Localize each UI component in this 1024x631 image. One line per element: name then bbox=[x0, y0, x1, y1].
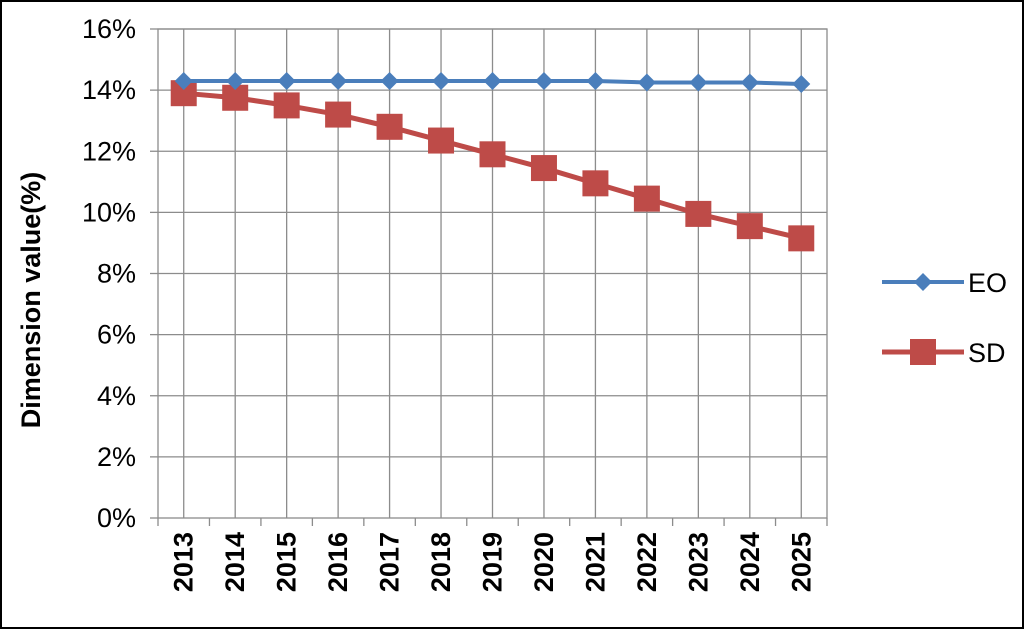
data-point-sd bbox=[788, 225, 815, 252]
data-point-eo bbox=[586, 71, 605, 90]
y-tick-label: 2% bbox=[97, 442, 136, 472]
x-tick-label: 2025 bbox=[786, 532, 816, 592]
y-axis-label: Dimension value(%) bbox=[16, 172, 46, 429]
data-point-eo bbox=[432, 71, 451, 90]
y-tick-label: 4% bbox=[97, 381, 136, 411]
y-tick-labels: 0% 2% 4% 6% 8% 10% 12% 14% 16% bbox=[82, 14, 136, 533]
y-tick-label: 14% bbox=[82, 75, 136, 105]
x-tick-label: 2023 bbox=[683, 532, 713, 592]
x-tick-label: 2021 bbox=[580, 532, 610, 592]
y-tick-label: 8% bbox=[97, 259, 136, 289]
x-tick-labels: 2013 2014 2015 2016 2017 2018 2019 2020 2021 2022… bbox=[169, 532, 817, 592]
x-tick-label: 2013 bbox=[169, 532, 199, 592]
series-eo bbox=[174, 71, 811, 94]
data-point-eo bbox=[534, 71, 553, 90]
x-tick-label: 2016 bbox=[323, 532, 353, 592]
legend: EO SD bbox=[882, 268, 1007, 368]
y-tick-label: 12% bbox=[82, 136, 136, 166]
data-point-sd bbox=[376, 113, 403, 140]
x-tick-label: 2017 bbox=[375, 532, 405, 592]
axes bbox=[150, 28, 828, 526]
x-tick-label: 2018 bbox=[426, 532, 456, 592]
legend-entry-eo: EO bbox=[882, 268, 1007, 298]
data-point-sd bbox=[530, 155, 557, 182]
data-point-eo bbox=[329, 71, 348, 90]
data-point-sd bbox=[582, 170, 609, 197]
data-point-eo bbox=[637, 73, 656, 92]
data-point-eo bbox=[792, 75, 811, 94]
legend-label: EO bbox=[968, 268, 1007, 298]
data-point-sd bbox=[633, 185, 660, 212]
data-point-eo bbox=[380, 71, 399, 90]
data-point-sd bbox=[325, 101, 352, 128]
series bbox=[170, 71, 815, 252]
x-tick-label: 2022 bbox=[632, 532, 662, 592]
data-point-sd bbox=[736, 213, 763, 240]
data-point-eo bbox=[226, 71, 245, 90]
x-tick-label: 2015 bbox=[272, 532, 302, 592]
legend-label: SD bbox=[968, 338, 1006, 368]
data-point-eo bbox=[174, 71, 193, 90]
x-tick-label: 2024 bbox=[735, 532, 765, 592]
y-tick-label: 0% bbox=[97, 503, 136, 533]
data-point-eo bbox=[740, 73, 759, 92]
legend-marker bbox=[910, 339, 936, 365]
data-point-eo bbox=[689, 73, 708, 92]
y-tick-label: 16% bbox=[82, 14, 136, 44]
data-point-sd bbox=[479, 141, 506, 168]
data-point-sd bbox=[428, 127, 455, 154]
y-tick-label: 6% bbox=[97, 320, 136, 350]
legend-entry-sd: SD bbox=[882, 338, 1006, 368]
data-point-sd bbox=[273, 92, 300, 119]
data-point-sd bbox=[685, 200, 712, 227]
data-point-eo bbox=[483, 71, 502, 90]
x-tick-label: 2020 bbox=[529, 532, 559, 592]
plot-area-border bbox=[157, 28, 828, 519]
x-tick-label: 2014 bbox=[220, 532, 250, 592]
y-tick-label: 10% bbox=[82, 197, 136, 227]
data-point-eo bbox=[277, 71, 296, 90]
x-tick-label: 2019 bbox=[478, 532, 508, 592]
legend-marker bbox=[914, 273, 932, 291]
